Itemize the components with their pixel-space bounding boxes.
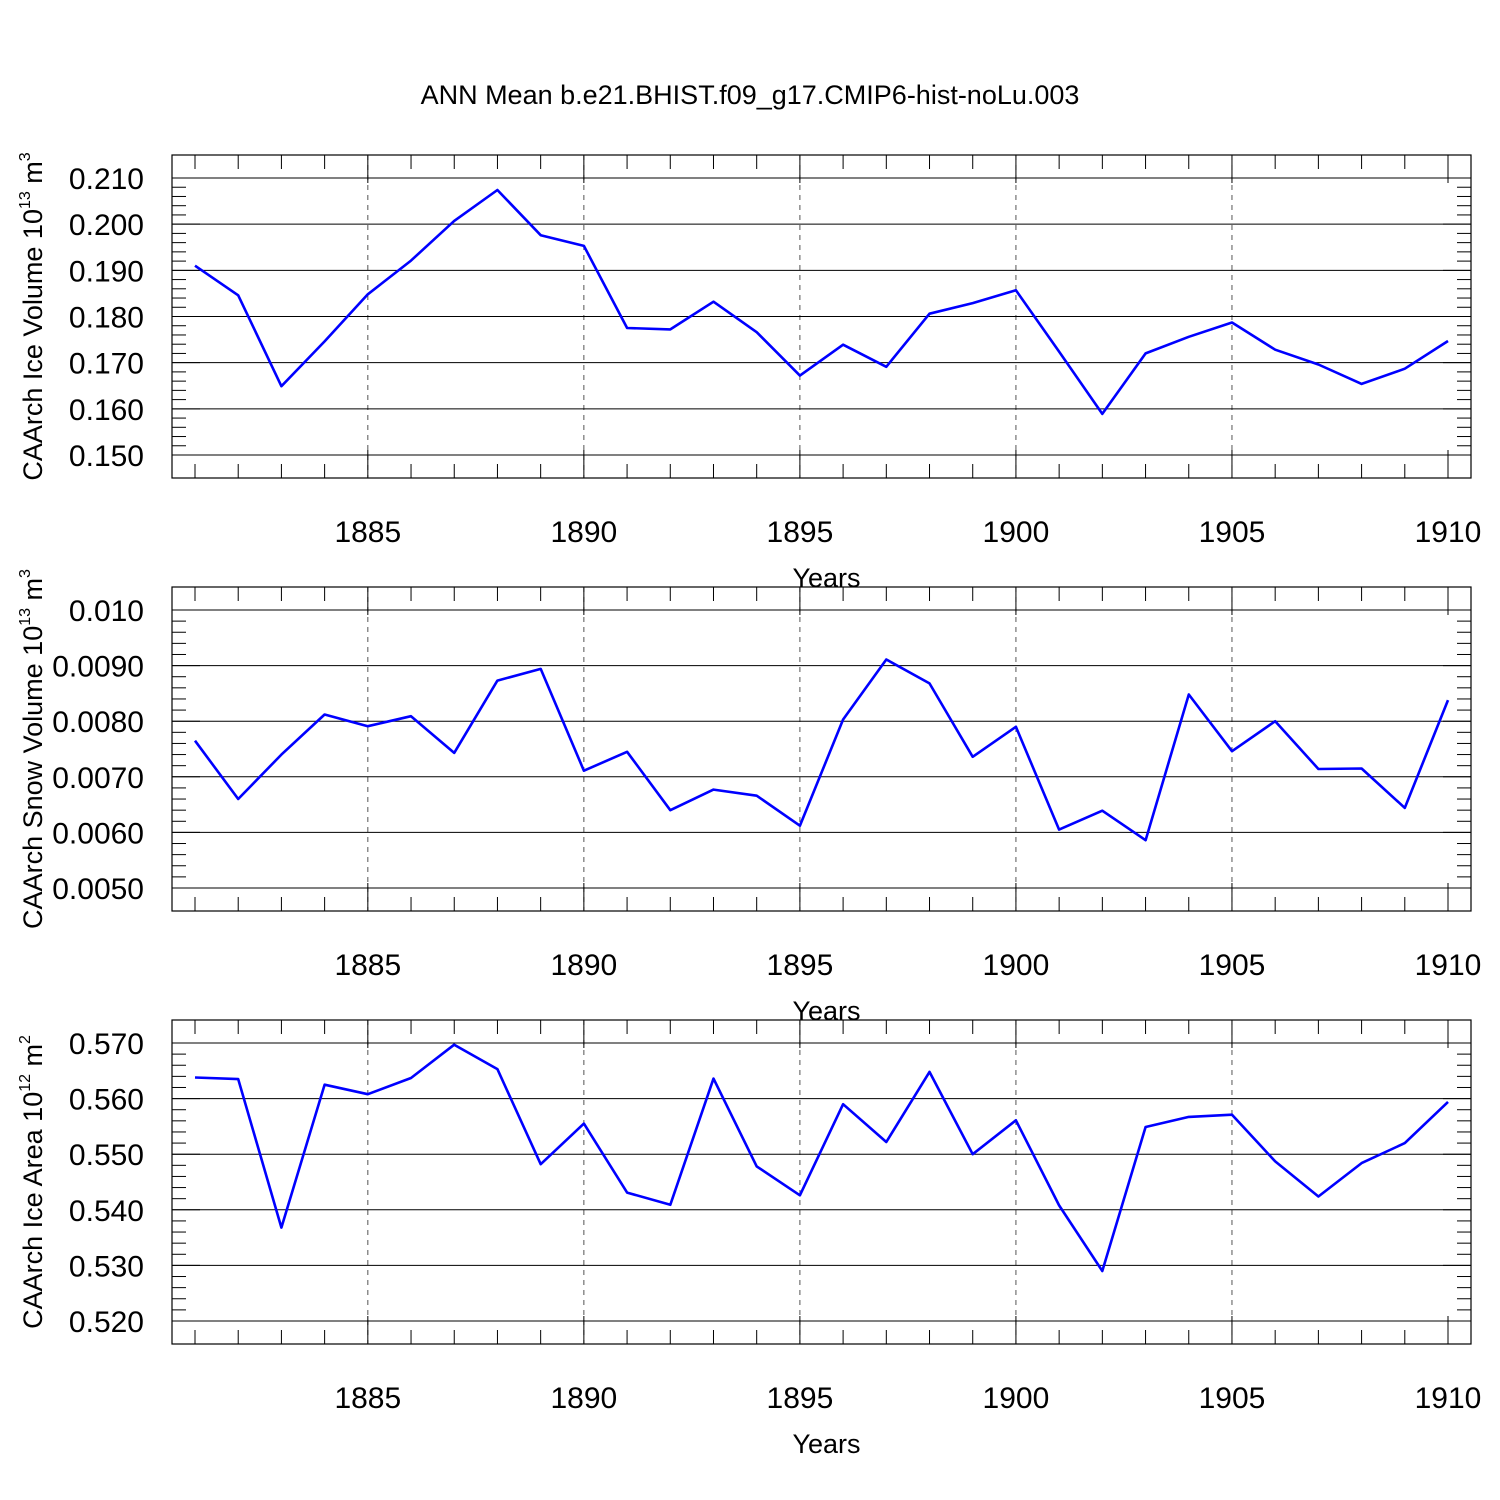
x-tick-label: 1910 [1415,516,1482,549]
y-tick-label: 0.170 [69,348,144,381]
y-axis-label: CAArch Ice Area 1012 m2 [17,1035,48,1329]
y-tick-label: 0.200 [69,209,144,242]
x-tick-label: 1885 [334,949,401,982]
x-tick-label: 1890 [550,949,617,982]
x-axis-label: Years [792,1429,860,1459]
x-tick-label: 1890 [550,1382,617,1415]
x-tick-label: 1895 [767,949,834,982]
panel-1: 0.150 0.160 0.170 0.180 0.190 0.200 0.210 1885 1… [17,152,1481,593]
y-tick-label: 0.180 [69,302,144,335]
x-axis-label: Years [792,563,860,593]
y-tick-label: 0.520 [69,1306,144,1339]
x-tick-label: 1895 [767,1382,834,1415]
panels: 0.150 0.160 0.170 0.180 0.190 0.200 0.210 1885 1… [17,152,1481,1459]
x-tick-label: 1910 [1415,949,1482,982]
panel-2: 0.0050 0.0060 0.0070 0.0080 0.0090 0.010 1885 1… [17,569,1481,1026]
y-tick-label: 0.0050 [52,873,144,906]
y-tick-label: 0.150 [69,440,144,473]
y-tick-label: 0.0080 [52,706,144,739]
x-tick-label: 1905 [1199,516,1266,549]
panel-3: 0.520 0.530 0.540 0.550 0.560 0.570 1885 1890 18… [17,1019,1482,1459]
x-tick-label: 1900 [983,949,1050,982]
y-axis-label: CAArch Snow Volume 1013 m3 [17,569,48,929]
chart-title: ANN Mean b.e21.BHIST.f09_g17.CMIP6-hist-… [421,80,1080,110]
x-tick-label: 1895 [767,516,834,549]
y-tick-label: 0.010 [69,595,144,628]
x-tick-label: 1910 [1415,1382,1482,1415]
x-tick-label: 1900 [983,516,1050,549]
x-tick-label: 1885 [334,1382,401,1415]
y-tick-label: 0.0070 [52,762,144,795]
x-axis-label: Years [792,996,860,1026]
x-tick-label: 1885 [334,516,401,549]
y-tick-label: 0.0060 [52,817,144,850]
x-tick-label: 1890 [550,516,617,549]
y-tick-label: 0.560 [69,1084,144,1117]
x-tick-label: 1905 [1199,1382,1266,1415]
y-tick-label: 0.210 [69,163,144,196]
series-line [194,1043,1449,1273]
plot-frame [171,1019,1472,1345]
y-tick-label: 0.530 [69,1250,144,1283]
series-line [194,188,1449,416]
y-tick-label: 0.190 [69,255,144,288]
y-tick-label: 0.160 [69,394,144,427]
x-tick-label: 1905 [1199,949,1266,982]
y-tick-label: 0.570 [69,1028,144,1061]
series-line [193,658,1450,842]
y-tick-label: 0.0090 [52,651,144,684]
y-tick-label: 0.550 [69,1139,144,1172]
plot-frame [171,586,1472,912]
y-tick-label: 0.540 [69,1195,144,1228]
x-tick-label: 1900 [983,1382,1050,1415]
y-axis-label: CAArch Ice Volume 1013 m3 [17,152,48,480]
